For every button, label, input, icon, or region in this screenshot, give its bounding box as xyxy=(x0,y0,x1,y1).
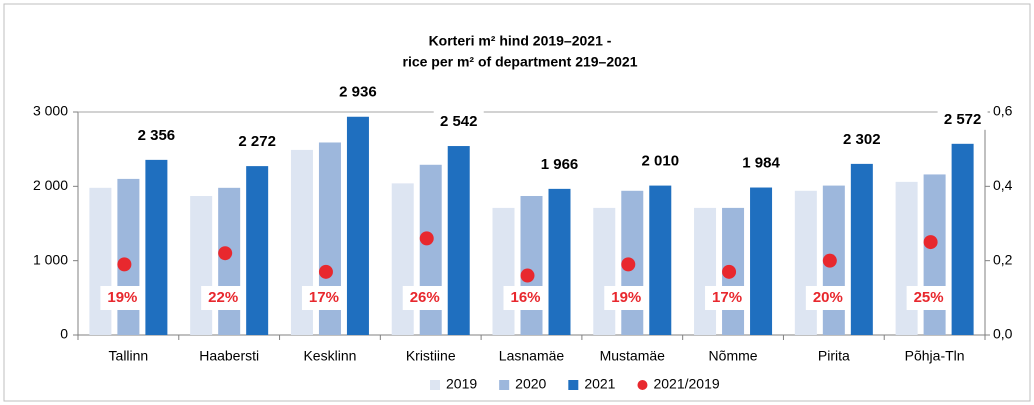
bar xyxy=(391,183,414,335)
y2-tick-label: 0,4 xyxy=(993,177,1013,193)
x-tick-label: Kesklinn xyxy=(303,348,356,364)
x-tick-label: Põhja-Tln xyxy=(905,348,965,364)
ratio-label-box xyxy=(301,286,346,310)
x-tick-label: Lasnamäe xyxy=(499,348,565,364)
data-label: 2 572 xyxy=(944,111,982,128)
chart-title: Korteri m² hind 2019–2021 - xyxy=(429,33,612,49)
data-label: 2 302 xyxy=(843,131,881,148)
bar xyxy=(923,174,946,335)
ratio-label-box xyxy=(402,286,447,310)
legend-label: 2020 xyxy=(515,376,546,392)
ratio-marker xyxy=(218,246,233,261)
bar xyxy=(750,187,773,335)
legend-swatch xyxy=(430,380,440,390)
data-label: 2 936 xyxy=(339,84,377,101)
bar xyxy=(190,195,213,335)
x-tick-label: Pirita xyxy=(818,348,850,364)
data-label-box xyxy=(736,151,787,174)
bar xyxy=(246,166,269,335)
ratio-label: 22% xyxy=(208,289,238,306)
ratio-marker xyxy=(419,231,434,246)
x-tick-label: Haabersti xyxy=(199,348,259,364)
bar xyxy=(951,143,974,335)
legend-swatch xyxy=(637,380,648,390)
bar xyxy=(694,207,717,335)
x-tick-label: Kristiine xyxy=(406,348,456,364)
ratio-label-box xyxy=(705,286,750,310)
y-tick-label: 2 000 xyxy=(33,177,68,193)
ratio-label-box xyxy=(201,286,246,310)
chart-subtitle: rice per m² of department 219–2021 xyxy=(403,54,638,70)
ratio-marker xyxy=(520,268,535,283)
bar xyxy=(447,146,470,335)
ratio-label-box xyxy=(604,286,649,310)
ratio-label-box xyxy=(906,286,951,310)
bar xyxy=(346,116,369,336)
bar xyxy=(593,207,616,335)
bar xyxy=(649,185,672,335)
data-label: 2 272 xyxy=(238,133,276,150)
ratio-label-box xyxy=(100,286,145,310)
bar xyxy=(89,187,112,335)
bar xyxy=(548,188,571,335)
data-label-box xyxy=(635,149,686,172)
bar xyxy=(492,207,515,335)
ratio-label: 19% xyxy=(107,289,137,306)
y2-tick-label: 0,6 xyxy=(993,103,1013,119)
ratio-marker xyxy=(621,257,636,272)
bar xyxy=(117,178,140,335)
data-label-box xyxy=(131,123,182,146)
x-tick-label: Mustamäe xyxy=(600,348,666,364)
y-tick-label: 3 000 xyxy=(33,103,68,119)
x-tick-label: Tallinn xyxy=(109,348,149,364)
data-label: 2 356 xyxy=(138,127,176,144)
legend-swatch xyxy=(568,380,579,390)
legend-swatch xyxy=(499,380,510,390)
data-label: 2 542 xyxy=(440,113,478,130)
ratio-label: 16% xyxy=(510,289,540,306)
bar xyxy=(850,163,873,335)
ratio-label: 25% xyxy=(914,289,944,306)
ratio-marker xyxy=(117,257,132,272)
ratio-marker xyxy=(722,264,737,279)
ratio-label-box xyxy=(805,286,850,310)
ratio-label: 26% xyxy=(410,289,440,306)
data-label-box xyxy=(937,107,988,130)
data-label-box xyxy=(232,130,283,153)
legend-label: 2021 xyxy=(584,376,615,392)
y-tick-label: 1 000 xyxy=(33,251,68,267)
ratio-marker xyxy=(822,253,837,268)
x-tick-label: Nõmme xyxy=(709,348,758,364)
y2-tick-label: 0,2 xyxy=(993,251,1013,267)
data-label-box xyxy=(332,80,383,103)
legend-label: 2019 xyxy=(446,376,477,392)
legend-label: 2021/2019 xyxy=(653,376,719,392)
ratio-label: 17% xyxy=(309,289,339,306)
data-label: 2 010 xyxy=(642,153,680,170)
bar xyxy=(895,181,918,335)
ratio-marker xyxy=(318,264,333,279)
ratio-label: 20% xyxy=(813,289,843,306)
data-label-box xyxy=(836,127,887,150)
ratio-label: 17% xyxy=(712,289,742,306)
ratio-label: 19% xyxy=(611,289,641,306)
data-label: 1 984 xyxy=(742,154,780,171)
y-tick-label: 0 xyxy=(60,326,68,342)
ratio-marker xyxy=(923,235,938,250)
bar xyxy=(145,159,168,335)
bar xyxy=(218,187,241,335)
y2-tick-label: 0,0 xyxy=(993,326,1013,342)
bar xyxy=(794,190,817,335)
bar xyxy=(520,195,543,335)
data-label: 1 966 xyxy=(541,156,579,173)
data-label-box xyxy=(534,152,585,175)
ratio-label-box xyxy=(503,286,548,310)
data-label-box xyxy=(433,110,484,133)
